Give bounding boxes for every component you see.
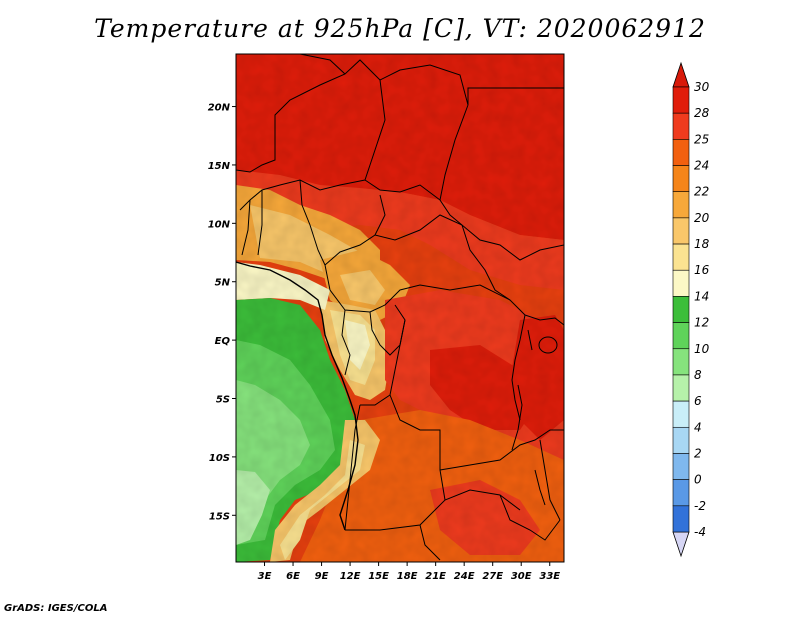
lon-tick-label: 18E bbox=[397, 571, 418, 582]
latitude-axis: 20N 15N 10N 5N EQ 5S 10S 15S bbox=[208, 103, 236, 522]
lat-tick-label: 5N bbox=[215, 278, 231, 289]
lon-tick-label: 15E bbox=[368, 571, 389, 582]
lon-tick-label: 3E bbox=[258, 571, 272, 582]
colorbar-segment bbox=[672, 139, 690, 166]
colorbar-label: 12 bbox=[694, 316, 709, 330]
lakes bbox=[511, 329, 558, 506]
country-borders bbox=[236, 54, 564, 561]
colorbar-segment bbox=[672, 165, 690, 193]
colorbar-label: 10 bbox=[694, 342, 710, 356]
colorbar-segment bbox=[672, 296, 690, 323]
colorbar-label: 6 bbox=[694, 394, 702, 408]
colorbar-top-arrow bbox=[672, 61, 690, 88]
colorbar-segment bbox=[672, 243, 690, 271]
colorbar-label: 0 bbox=[694, 473, 702, 487]
colorbar-label: 14 bbox=[694, 289, 709, 303]
colorbar-label: 25 bbox=[694, 132, 709, 146]
lon-tick-label: 27E bbox=[482, 571, 503, 582]
colorbar-label: 16 bbox=[694, 263, 710, 277]
lon-tick-label: 12E bbox=[340, 571, 361, 582]
chart-title: Temperature at 925hPa [C], VT: 202006291… bbox=[94, 14, 706, 43]
coastline bbox=[236, 261, 359, 531]
map-frame bbox=[235, 53, 565, 563]
colorbar-bottom-arrow bbox=[672, 531, 690, 558]
colorbar-segment bbox=[672, 505, 690, 533]
lon-tick-label: 24E bbox=[454, 571, 475, 582]
lon-tick-label: 33E bbox=[539, 571, 560, 582]
colorbar-segment bbox=[672, 269, 690, 297]
lat-tick-label: EQ bbox=[215, 336, 231, 347]
colorbar-segment bbox=[672, 479, 690, 507]
colorbar-segment bbox=[672, 191, 690, 219]
credit-text: GrADS: IGES/COLA bbox=[4, 603, 108, 614]
colorbar-label: 2 bbox=[694, 446, 702, 460]
colorbar-label: 30 bbox=[694, 80, 710, 94]
lon-tick-label: 9E bbox=[315, 571, 329, 582]
colorbar-segment bbox=[672, 426, 690, 454]
colorbar-segment bbox=[672, 112, 690, 140]
colorbar-label: 24 bbox=[694, 159, 709, 173]
colorbar-label: 22 bbox=[694, 185, 709, 199]
lat-tick-label: 10S bbox=[209, 453, 230, 464]
colorbar-label: 18 bbox=[694, 237, 710, 251]
colorbar-label: -4 bbox=[694, 525, 706, 539]
longitude-axis: 3E 6E 9E 12E 15E 18E 21E 24E 27E 30E 33E bbox=[258, 562, 560, 582]
colorbar-label: 28 bbox=[694, 106, 710, 120]
colorbar-label: -2 bbox=[694, 499, 706, 513]
colorbar-label: 8 bbox=[694, 368, 702, 382]
lat-tick-label: 15S bbox=[209, 511, 230, 522]
lon-tick-label: 6E bbox=[286, 571, 300, 582]
colorbar-segment bbox=[672, 86, 690, 114]
lon-tick-label: 21E bbox=[425, 571, 446, 582]
colorbar-segment bbox=[672, 348, 690, 376]
colorbar-segment bbox=[672, 453, 690, 480]
lat-tick-label: 20N bbox=[208, 103, 231, 114]
lat-tick-label: 10N bbox=[208, 219, 231, 230]
colorbar-label: 4 bbox=[694, 420, 702, 434]
colorbar-label: 20 bbox=[694, 211, 710, 225]
lat-tick-label: 5S bbox=[216, 395, 230, 406]
colorbar-segment bbox=[672, 322, 690, 350]
colorbar-segment bbox=[672, 374, 690, 402]
lat-tick-label: 15N bbox=[208, 161, 231, 172]
temperature-field bbox=[236, 54, 564, 562]
colorbar-segment bbox=[672, 217, 690, 245]
colorbar-segment bbox=[672, 400, 690, 428]
lon-tick-label: 30E bbox=[511, 571, 532, 582]
